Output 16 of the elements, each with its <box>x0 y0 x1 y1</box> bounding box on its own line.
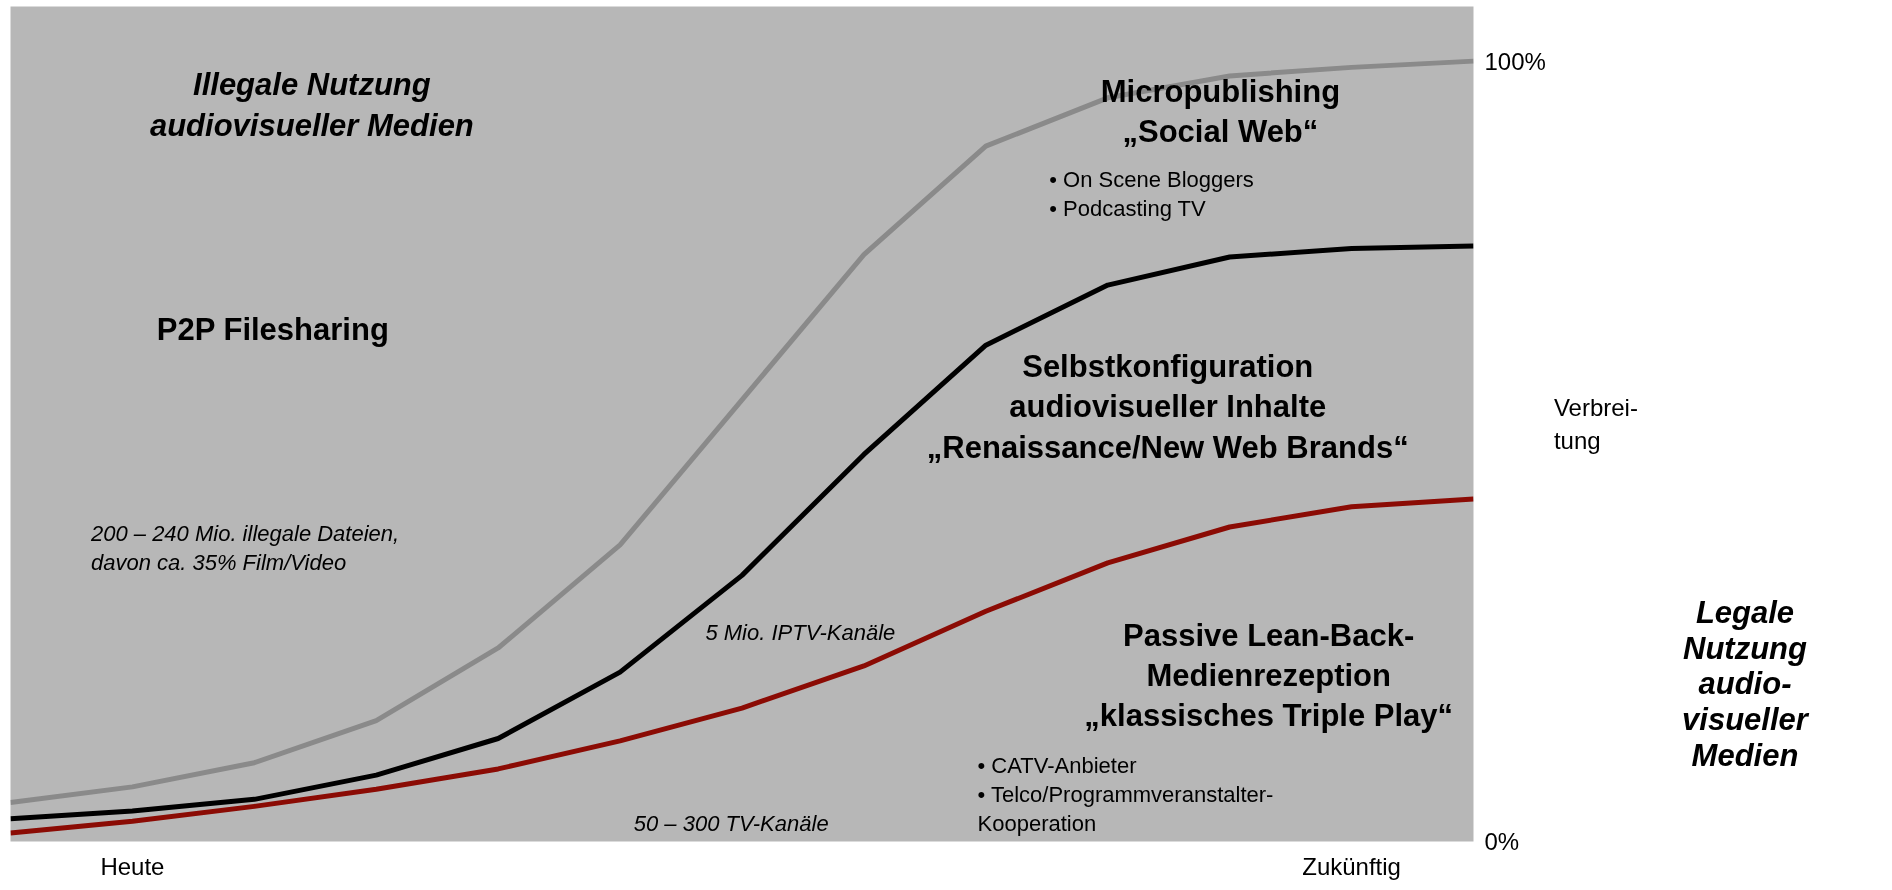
annotation: Passive Lean-Back- Medienrezeption „klassisches Triple Play“ <box>1084 617 1454 734</box>
annotation: Illegale Nutzung audiovisueller Medien <box>149 67 474 143</box>
x-tick-label: Zukünftig <box>1302 852 1401 880</box>
text: Legale Nutzung audio- visueller Medien <box>1682 595 1808 774</box>
y-axis-title: Verbrei- tung <box>1553 394 1638 454</box>
annotation: Selbstkonfiguration audiovisueller Inhalte „Renaissance/New Web Brands“ <box>926 349 1409 465</box>
annotation: • CATV-Anbieter • Telco/Programmveranstalter- Kooperation <box>977 753 1274 836</box>
annotation: 5 Mio. IPTV-Kanäle <box>705 619 896 645</box>
x-tick-label: Heute <box>100 852 165 880</box>
annotation: Micropublishing „Social Web“ <box>1100 73 1341 149</box>
annotation: P2P Filesharing <box>156 312 389 348</box>
annotation: • On Scene Bloggers • Podcasting TV <box>1049 167 1254 222</box>
y-tick-label: 100% <box>1484 47 1546 75</box>
y-tick-label: 0% <box>1484 828 1520 855</box>
annotation: 200 – 240 Mio. illegale Dateien, davon ca. 35% Film/Video <box>89 520 400 575</box>
annotation: 50 – 300 TV-Kanäle <box>633 811 829 837</box>
